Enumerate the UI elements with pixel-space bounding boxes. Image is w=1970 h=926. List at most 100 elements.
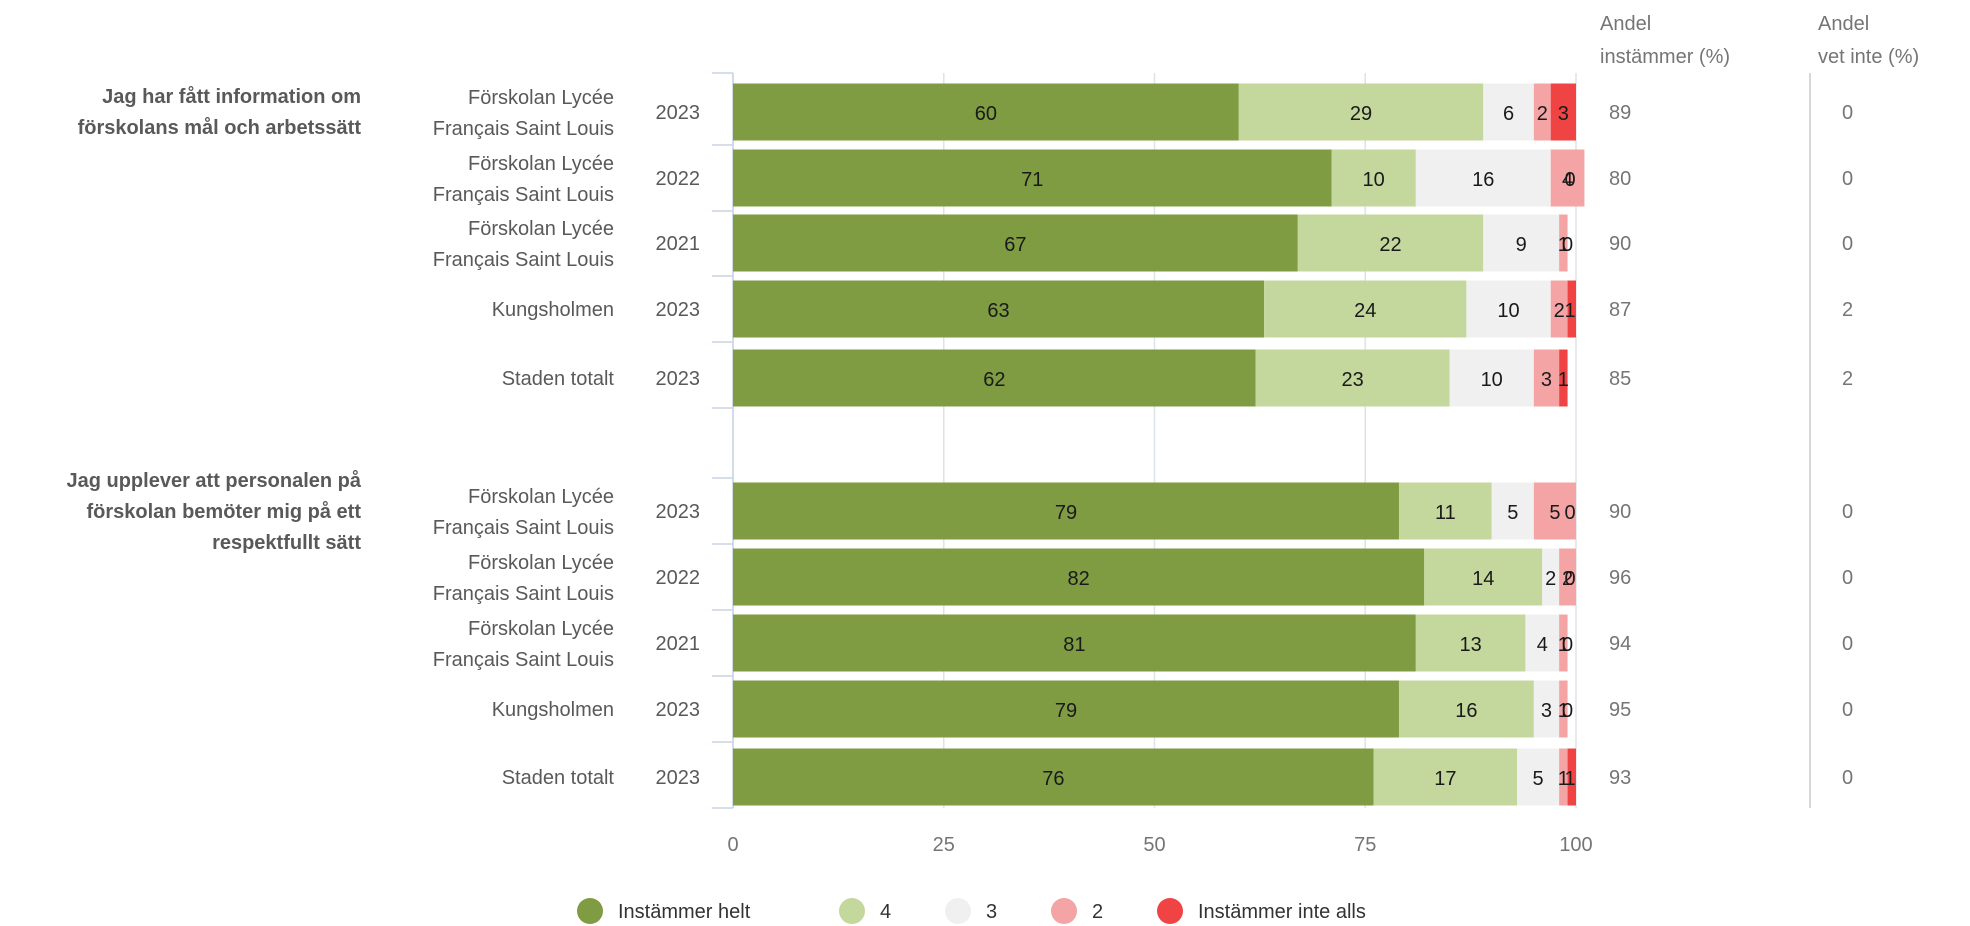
bar-value-label: 11 — [1435, 502, 1456, 524]
dontknow-value: 0 — [1842, 767, 1853, 789]
year-label: 2022 — [656, 567, 701, 589]
bar-value-label: 82 — [1068, 568, 1090, 590]
bar-segment-2 — [1264, 280, 1467, 338]
year-label: 2023 — [656, 368, 701, 390]
bar-value-label: 0 — [1564, 502, 1575, 524]
row-label: Staden totalt — [502, 767, 615, 789]
bar-value-label: 81 — [1063, 634, 1085, 656]
bar-value-label: 67 — [1004, 234, 1026, 256]
row-label: Français Saint Louis — [433, 517, 614, 539]
bar-segment-3 — [1533, 680, 1560, 738]
legend-marker — [1157, 898, 1183, 924]
dontknow-value: 0 — [1842, 567, 1853, 589]
bar-segment-4 — [1533, 83, 1551, 141]
bar-segment-2 — [1373, 748, 1517, 806]
bar-value-label: 1 — [1564, 300, 1575, 322]
bar-segment-1 — [733, 349, 1256, 407]
dontknow-value: 0 — [1842, 233, 1853, 255]
year-label: 2023 — [656, 501, 701, 523]
row-label: Français Saint Louis — [433, 184, 614, 206]
agree-value: 93 — [1609, 767, 1631, 789]
agree-value: 94 — [1609, 633, 1631, 655]
legend-label: 3 — [986, 901, 997, 923]
bar-segment-1 — [733, 548, 1425, 606]
bar-segment-1 — [733, 748, 1374, 806]
bar-value-label: 1 — [1564, 768, 1575, 790]
bar-segment-3 — [1483, 83, 1534, 141]
bar-segment-3 — [1542, 548, 1560, 606]
bar-value-label: 6 — [1503, 103, 1514, 125]
year-label: 2023 — [656, 767, 701, 789]
bar-segment-5 — [1567, 280, 1576, 338]
bar-segment-4 — [1559, 680, 1568, 738]
agree-value: 89 — [1609, 102, 1631, 124]
bar-value-label: 1 — [1558, 700, 1569, 722]
year-label: 2023 — [656, 102, 701, 124]
bar-value-label: 14 — [1472, 568, 1494, 590]
row-label: Kungsholmen — [492, 699, 614, 721]
year-label: 2021 — [656, 233, 701, 255]
x-tick-label: 100 — [1559, 834, 1592, 856]
bar-value-label: 16 — [1472, 169, 1494, 191]
bar-segment-3 — [1466, 280, 1551, 338]
legend-marker — [839, 898, 865, 924]
bar-value-label: 0 — [1564, 169, 1575, 191]
bar-segment-3 — [1449, 349, 1534, 407]
dontknow-header-line1: Andel — [1818, 13, 1869, 35]
agree-value: 80 — [1609, 168, 1631, 190]
bar-segment-4 — [1559, 614, 1568, 672]
bar-segment-5 — [1559, 349, 1568, 407]
bar-value-label: 1 — [1558, 634, 1569, 656]
question-title: Jag har fått information om — [102, 85, 361, 108]
bar-segment-1 — [733, 482, 1399, 540]
row-label: Français Saint Louis — [433, 118, 614, 140]
bar-segment-2 — [1297, 214, 1484, 272]
agree-value: 90 — [1609, 501, 1631, 523]
row-label: Français Saint Louis — [433, 249, 614, 271]
bar-segment-4 — [1550, 149, 1585, 207]
legend-label: 2 — [1092, 901, 1103, 923]
bar-segment-1 — [733, 614, 1416, 672]
bar-value-label: 16 — [1455, 700, 1477, 722]
bar-value-label: 62 — [983, 369, 1005, 391]
bar-value-label: 0 — [1562, 700, 1573, 722]
bar-value-label: 0 — [1562, 634, 1573, 656]
row-label: Förskolan Lycée — [468, 552, 614, 574]
row-label: Förskolan Lycée — [468, 153, 614, 175]
row-label: Kungsholmen — [492, 299, 614, 321]
bar-segment-2 — [1398, 680, 1534, 738]
bar-segment-2 — [1331, 149, 1416, 207]
bar-segment-2 — [1255, 349, 1450, 407]
bar-value-label: 3 — [1541, 700, 1552, 722]
bar-segment-2 — [1415, 614, 1526, 672]
row-label: Förskolan Lycée — [468, 218, 614, 240]
agree-value: 85 — [1609, 368, 1631, 390]
bar-value-label: 60 — [975, 103, 997, 125]
agree-value: 90 — [1609, 233, 1631, 255]
row-label: Français Saint Louis — [433, 649, 614, 671]
x-tick-label: 25 — [933, 834, 955, 856]
bar-value-label: 2 — [1562, 568, 1573, 590]
agree-value: 96 — [1609, 567, 1631, 589]
bar-segment-1 — [733, 214, 1298, 272]
bar-segment-3 — [1415, 149, 1551, 207]
bar-segment-3 — [1483, 214, 1560, 272]
bar-segment-2 — [1398, 482, 1492, 540]
bar-value-label: 5 — [1549, 502, 1560, 524]
legend-label: Instämmer inte alls — [1198, 901, 1366, 923]
bar-segment-2 — [1424, 548, 1543, 606]
bar-value-label: 29 — [1350, 103, 1372, 125]
bar-value-label: 3 — [1558, 103, 1569, 125]
bar-value-label: 10 — [1481, 369, 1503, 391]
bar-value-label: 24 — [1354, 300, 1376, 322]
bar-value-label: 9 — [1516, 234, 1527, 256]
legend-marker — [577, 898, 603, 924]
bar-value-label: 79 — [1055, 700, 1077, 722]
dontknow-value: 0 — [1842, 699, 1853, 721]
bar-segment-4 — [1533, 482, 1576, 540]
x-tick-label: 75 — [1354, 834, 1376, 856]
bar-segment-4 — [1533, 349, 1560, 407]
bar-segment-4 — [1559, 214, 1568, 272]
bar-segment-1 — [733, 83, 1239, 141]
